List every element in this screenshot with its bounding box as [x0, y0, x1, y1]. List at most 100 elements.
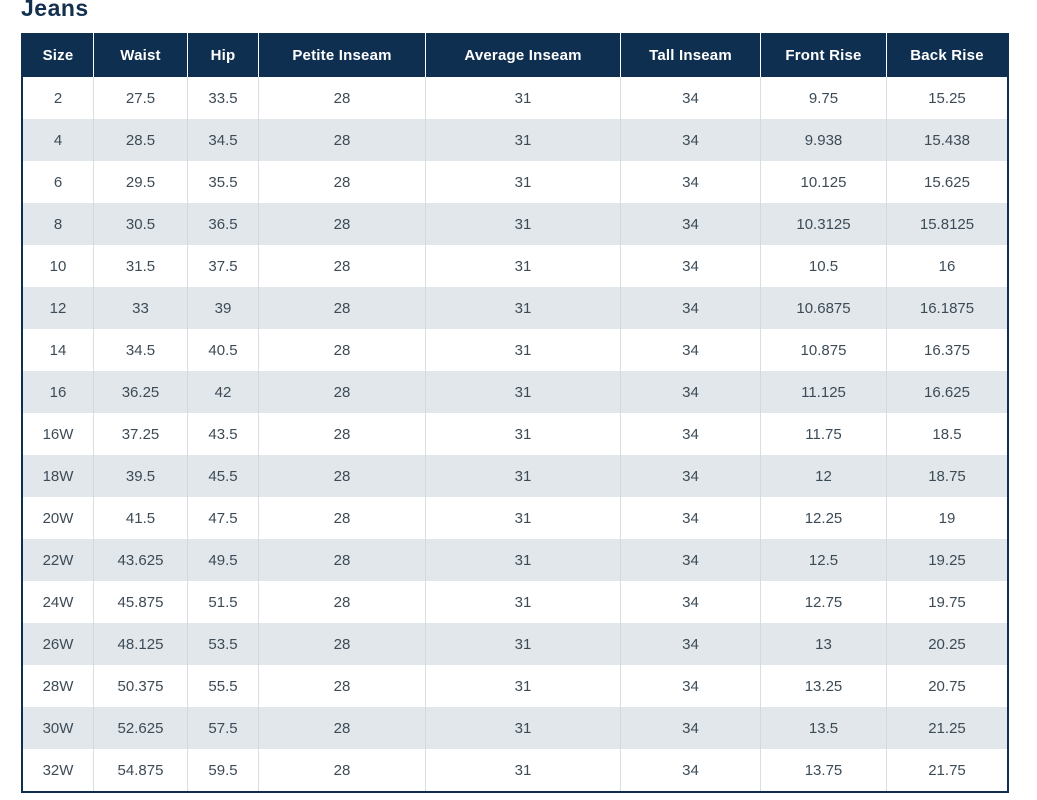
- table-row: 26W 48.125 53.5 28 31 34 13 20.25: [23, 623, 1007, 665]
- table-cell: 34.5: [94, 329, 188, 371]
- table-cell: 34: [621, 287, 761, 329]
- table-cell: 16.375: [887, 329, 1007, 371]
- table-cell: 32W: [23, 749, 94, 791]
- table-cell: 34: [621, 329, 761, 371]
- table-cell: 15.8125: [887, 203, 1007, 245]
- table-cell: 28: [259, 371, 426, 413]
- table-cell: 16: [887, 245, 1007, 287]
- table-cell: 40.5: [188, 329, 259, 371]
- table-row: 10 31.5 37.5 28 31 34 10.5 16: [23, 245, 1007, 287]
- table-cell: 33.5: [188, 77, 259, 119]
- table-cell: 27.5: [94, 77, 188, 119]
- column-header: Tall Inseam: [621, 33, 761, 77]
- table-cell: 34: [621, 119, 761, 161]
- table-cell: 28: [259, 749, 426, 791]
- table-cell: 51.5: [188, 581, 259, 623]
- table-cell: 34: [621, 413, 761, 455]
- table-cell: 34: [621, 371, 761, 413]
- table-cell: 37.25: [94, 413, 188, 455]
- table-cell: 12: [23, 287, 94, 329]
- table-cell: 19.25: [887, 539, 1007, 581]
- table-cell: 31: [426, 623, 621, 665]
- table-cell: 28: [259, 245, 426, 287]
- table-cell: 54.875: [94, 749, 188, 791]
- table-cell: 18.5: [887, 413, 1007, 455]
- table-cell: 28: [259, 161, 426, 203]
- table-row: 8 30.5 36.5 28 31 34 10.3125 15.8125: [23, 203, 1007, 245]
- table-cell: 31: [426, 707, 621, 749]
- table-cell: 45.5: [188, 455, 259, 497]
- table-cell: 31: [426, 203, 621, 245]
- table-cell: 11.125: [761, 371, 887, 413]
- table-cell: 10.3125: [761, 203, 887, 245]
- table-cell: 34: [621, 623, 761, 665]
- table-cell: 45.875: [94, 581, 188, 623]
- table-cell: 49.5: [188, 539, 259, 581]
- table-cell: 16W: [23, 413, 94, 455]
- table-cell: 39: [188, 287, 259, 329]
- table-cell: 31: [426, 77, 621, 119]
- table-cell: 34: [621, 245, 761, 287]
- table-cell: 2: [23, 77, 94, 119]
- table-cell: 22W: [23, 539, 94, 581]
- table-cell: 31: [426, 287, 621, 329]
- table-cell: 21.25: [887, 707, 1007, 749]
- table-cell: 28: [259, 707, 426, 749]
- table-cell: 20W: [23, 497, 94, 539]
- column-header: Back Rise: [887, 33, 1007, 77]
- table-cell: 35.5: [188, 161, 259, 203]
- table-cell: 31: [426, 539, 621, 581]
- table-cell: 34: [621, 665, 761, 707]
- table-cell: 10.875: [761, 329, 887, 371]
- table-cell: 4: [23, 119, 94, 161]
- table-cell: 13.5: [761, 707, 887, 749]
- table-cell: 34: [621, 203, 761, 245]
- table-cell: 34.5: [188, 119, 259, 161]
- table-cell: 13.75: [761, 749, 887, 791]
- table-cell: 34: [621, 77, 761, 119]
- table-row: 18W 39.5 45.5 28 31 34 12 18.75: [23, 455, 1007, 497]
- table-cell: 10.5: [761, 245, 887, 287]
- table-row: 30W 52.625 57.5 28 31 34 13.5 21.25: [23, 707, 1007, 749]
- table-cell: 41.5: [94, 497, 188, 539]
- table-cell: 36.5: [188, 203, 259, 245]
- table-cell: 10.125: [761, 161, 887, 203]
- table-cell: 31.5: [94, 245, 188, 287]
- column-header: Petite Inseam: [259, 33, 426, 77]
- table-cell: 12.25: [761, 497, 887, 539]
- table-cell: 31: [426, 455, 621, 497]
- table-cell: 6: [23, 161, 94, 203]
- table-cell: 13.25: [761, 665, 887, 707]
- table-cell: 15.625: [887, 161, 1007, 203]
- table-cell: 21.75: [887, 749, 1007, 791]
- table-cell: 34: [621, 581, 761, 623]
- table-cell: 28: [259, 539, 426, 581]
- table-cell: 30W: [23, 707, 94, 749]
- table-cell: 50.375: [94, 665, 188, 707]
- table-cell: 9.938: [761, 119, 887, 161]
- table-cell: 52.625: [94, 707, 188, 749]
- table-row: 6 29.5 35.5 28 31 34 10.125 15.625: [23, 161, 1007, 203]
- table-cell: 39.5: [94, 455, 188, 497]
- table-cell: 59.5: [188, 749, 259, 791]
- table-cell: 47.5: [188, 497, 259, 539]
- table-cell: 28: [259, 623, 426, 665]
- table-cell: 13: [761, 623, 887, 665]
- table-row: 2 27.5 33.5 28 31 34 9.75 15.25: [23, 77, 1007, 119]
- table-cell: 16: [23, 371, 94, 413]
- jeans-size-chart-table: Size Waist Hip Petite Inseam Average Inseam T…: [21, 33, 1009, 793]
- table-cell: 34: [621, 749, 761, 791]
- table-cell: 36.25: [94, 371, 188, 413]
- table-cell: 31: [426, 665, 621, 707]
- table-header-row: Size Waist Hip Petite Inseam Average Inseam T…: [23, 33, 1007, 77]
- table-cell: 53.5: [188, 623, 259, 665]
- table-cell: 28: [259, 665, 426, 707]
- table-cell: 34: [621, 455, 761, 497]
- table-cell: 18.75: [887, 455, 1007, 497]
- table-row: 16 36.25 42 28 31 34 11.125 16.625: [23, 371, 1007, 413]
- table-cell: 30.5: [94, 203, 188, 245]
- table-cell: 28: [259, 497, 426, 539]
- table-cell: 19: [887, 497, 1007, 539]
- table-cell: 12: [761, 455, 887, 497]
